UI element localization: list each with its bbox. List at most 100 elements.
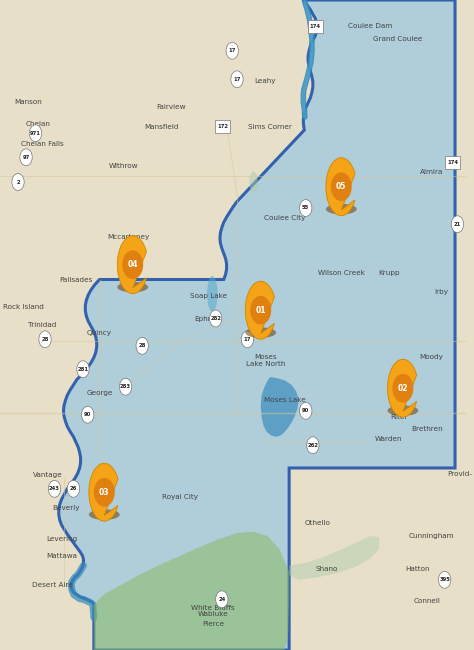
Ellipse shape — [89, 510, 119, 520]
Text: Brethren: Brethren — [411, 426, 442, 432]
Text: 971: 971 — [30, 131, 41, 136]
Text: Grand Coulee: Grand Coulee — [374, 36, 423, 42]
Circle shape — [39, 331, 51, 348]
Text: 281: 281 — [77, 367, 89, 372]
Polygon shape — [388, 359, 417, 417]
Circle shape — [94, 478, 115, 506]
Text: 21: 21 — [454, 222, 461, 227]
Text: Coulee Dam: Coulee Dam — [347, 23, 392, 29]
Text: 172: 172 — [217, 124, 228, 129]
Text: 395: 395 — [439, 577, 450, 582]
Text: 90: 90 — [302, 408, 310, 413]
Circle shape — [48, 480, 61, 497]
Ellipse shape — [326, 204, 356, 214]
Text: 04: 04 — [128, 260, 138, 269]
Text: Withrow: Withrow — [109, 162, 138, 169]
Text: Vantage: Vantage — [33, 471, 62, 478]
Text: 05: 05 — [336, 182, 346, 191]
FancyBboxPatch shape — [215, 120, 230, 133]
Text: Mccarteney: Mccarteney — [107, 234, 149, 240]
Text: Warden: Warden — [375, 436, 402, 442]
Text: Rock Island: Rock Island — [3, 304, 44, 310]
Text: Trinidad: Trinidad — [28, 322, 57, 328]
Text: Chelan Falls: Chelan Falls — [21, 141, 64, 148]
Text: 282: 282 — [210, 316, 221, 321]
Text: White Bluffs: White Bluffs — [191, 604, 235, 611]
Text: 17: 17 — [233, 77, 241, 82]
Circle shape — [77, 361, 89, 378]
Text: 174: 174 — [447, 160, 458, 165]
Text: 26: 26 — [70, 486, 77, 491]
Ellipse shape — [387, 406, 418, 416]
Text: Ritel: Ritel — [390, 414, 406, 421]
Circle shape — [216, 591, 228, 608]
Polygon shape — [94, 532, 289, 650]
Text: George: George — [86, 390, 113, 396]
Polygon shape — [118, 236, 146, 294]
Text: Pierce: Pierce — [202, 621, 224, 627]
Circle shape — [226, 42, 238, 59]
Circle shape — [119, 378, 132, 395]
Text: Levering: Levering — [46, 536, 77, 543]
Circle shape — [451, 216, 464, 233]
Text: Wilson Creek: Wilson Creek — [318, 270, 365, 276]
Text: 97: 97 — [22, 155, 30, 160]
FancyBboxPatch shape — [445, 156, 460, 169]
Text: Othello: Othello — [305, 520, 330, 526]
Text: Moses
Lake North: Moses Lake North — [246, 354, 285, 367]
Text: Moody: Moody — [419, 354, 443, 361]
Text: Connell: Connell — [413, 598, 440, 604]
Text: Cunningham: Cunningham — [409, 533, 454, 540]
Text: Krupp: Krupp — [378, 270, 400, 276]
Polygon shape — [59, 0, 455, 650]
Text: Manson: Manson — [15, 99, 42, 105]
Circle shape — [300, 200, 312, 216]
Circle shape — [29, 125, 42, 142]
Text: 90: 90 — [84, 412, 91, 417]
Circle shape — [392, 374, 413, 402]
Circle shape — [67, 480, 80, 497]
Circle shape — [241, 331, 254, 348]
Polygon shape — [326, 158, 355, 216]
Text: Moses Lake: Moses Lake — [264, 396, 305, 403]
Circle shape — [20, 149, 32, 166]
Text: Ephrata: Ephrata — [194, 315, 223, 322]
Text: 28: 28 — [41, 337, 49, 342]
Text: 283: 283 — [120, 384, 131, 389]
Text: 24: 24 — [218, 597, 226, 602]
Text: 55: 55 — [302, 205, 310, 211]
Text: 174: 174 — [310, 23, 321, 29]
Text: 28: 28 — [138, 343, 146, 348]
Text: Sims Corner: Sims Corner — [248, 124, 292, 130]
Text: Shano: Shano — [316, 566, 338, 572]
Circle shape — [331, 172, 352, 201]
Polygon shape — [289, 536, 379, 580]
Circle shape — [307, 437, 319, 454]
FancyBboxPatch shape — [308, 20, 323, 32]
Circle shape — [210, 310, 222, 327]
Text: Quincy: Quincy — [87, 330, 112, 336]
Text: 17: 17 — [228, 48, 236, 53]
Text: Wabluke: Wabluke — [198, 611, 228, 618]
Circle shape — [122, 250, 143, 279]
Circle shape — [250, 296, 271, 324]
Circle shape — [231, 71, 243, 88]
Ellipse shape — [249, 172, 258, 192]
Circle shape — [82, 406, 94, 423]
Text: 17: 17 — [244, 337, 251, 342]
Polygon shape — [89, 463, 118, 521]
Text: 01: 01 — [255, 306, 266, 315]
Circle shape — [300, 402, 312, 419]
Text: Hatton: Hatton — [405, 566, 429, 572]
Circle shape — [136, 337, 148, 354]
Text: Coulee City: Coulee City — [264, 214, 305, 221]
Text: Chelan: Chelan — [26, 120, 50, 127]
Text: 2: 2 — [16, 179, 20, 185]
Text: Provid-: Provid- — [447, 471, 472, 478]
Text: Mansfield: Mansfield — [144, 124, 178, 130]
Text: 243: 243 — [49, 486, 60, 491]
Text: Mattawa: Mattawa — [46, 552, 77, 559]
Polygon shape — [261, 377, 299, 437]
Polygon shape — [246, 281, 274, 339]
Ellipse shape — [117, 282, 148, 293]
